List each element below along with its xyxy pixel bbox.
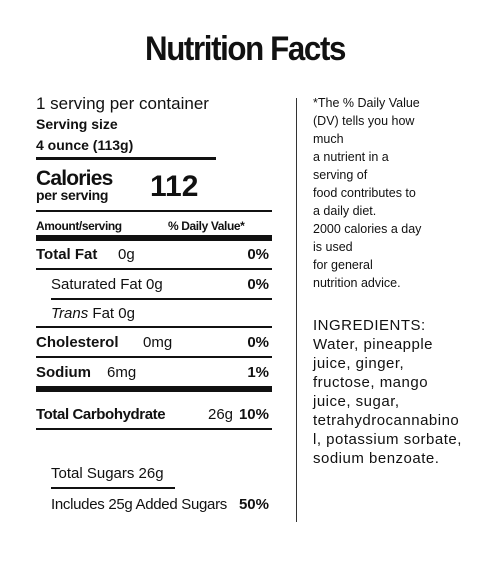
trans-fat-row: Trans Fat 0g bbox=[51, 305, 135, 322]
footnote-line: *The % Daily Value bbox=[313, 96, 420, 110]
calories-label: Calories bbox=[36, 167, 113, 190]
ingredients-line: l, potassium sorbate, bbox=[313, 431, 462, 448]
thick-divider-top bbox=[36, 157, 216, 160]
total-fat-amount: 0g bbox=[118, 246, 135, 263]
divider-calories bbox=[36, 210, 272, 212]
cholesterol-dv: 0% bbox=[247, 334, 269, 351]
divider bbox=[36, 428, 272, 430]
divider bbox=[36, 356, 272, 358]
divider bbox=[36, 268, 272, 270]
serving-size-value: 4 ounce (113g) bbox=[36, 137, 134, 153]
total-carb-amount: 26g bbox=[208, 406, 234, 423]
column-separator bbox=[296, 98, 297, 522]
sodium-label: Sodium bbox=[36, 364, 91, 381]
calories-sublabel: per serving bbox=[36, 187, 109, 203]
trans-fat-italic: Trans bbox=[51, 305, 89, 322]
footnote-line: much bbox=[313, 132, 344, 146]
ingredients-heading: INGREDIENTS: bbox=[313, 317, 426, 334]
total-fat-dv: 0% bbox=[247, 246, 269, 263]
footnote-line: a daily diet. bbox=[313, 204, 377, 218]
ingredients-line: tetrahydrocannabino bbox=[313, 412, 460, 429]
divider bbox=[51, 298, 272, 300]
total-carb-label: Total Carbohydrate bbox=[36, 406, 166, 423]
serving-size-label: Serving size bbox=[36, 116, 118, 132]
calories-value: 112 bbox=[150, 170, 199, 203]
divider bbox=[51, 487, 175, 489]
footnote-line: for general bbox=[313, 258, 373, 272]
ingredients-line: juice, sugar, bbox=[313, 393, 400, 410]
saturated-fat-label: Saturated Fat 0g bbox=[51, 276, 163, 293]
total-sugars-label: Total Sugars 26g bbox=[51, 465, 164, 482]
cholesterol-label: Cholesterol bbox=[36, 334, 119, 351]
panel-title: Nutrition Facts bbox=[144, 30, 346, 68]
footnote-line: food contributes to bbox=[313, 186, 416, 200]
saturated-fat-dv: 0% bbox=[247, 276, 269, 293]
daily-value-header: % Daily Value* bbox=[168, 219, 245, 233]
divider bbox=[36, 326, 272, 328]
ingredients-line: juice, ginger, bbox=[313, 355, 405, 372]
amount-per-serving-header: Amount/serving bbox=[36, 219, 122, 233]
total-carb-dv: 10% bbox=[238, 406, 269, 423]
added-sugars-dv: 50% bbox=[238, 496, 269, 513]
trans-fat-rest: Fat 0g bbox=[88, 305, 135, 322]
total-fat-label: Total Fat bbox=[36, 246, 98, 263]
ingredients-block: INGREDIENTS: Water, pineapple juice, gin… bbox=[313, 316, 462, 468]
footnote-line: is used bbox=[313, 240, 353, 254]
footnote-line: nutrition advice. bbox=[313, 276, 401, 290]
ingredients-line: sodium benzoate. bbox=[313, 450, 440, 467]
footnote-line: 2000 calories a day bbox=[313, 222, 422, 236]
sodium-dv: 1% bbox=[247, 364, 269, 381]
ingredients-line: fructose, mango bbox=[313, 374, 429, 391]
cholesterol-amount: 0mg bbox=[143, 334, 173, 351]
footnote-line: a nutrient in a bbox=[313, 150, 389, 164]
added-sugars-label: Includes 25g Added Sugars bbox=[51, 496, 227, 513]
footnote-line: (DV) tells you how bbox=[313, 114, 415, 128]
thick-divider bbox=[36, 386, 272, 392]
footnote-line: serving of bbox=[313, 168, 368, 182]
servings-per-container: 1 serving per container bbox=[36, 94, 209, 113]
sodium-amount: 6mg bbox=[107, 364, 137, 381]
ingredients-line: Water, pineapple bbox=[313, 336, 434, 353]
daily-value-footnote: *The % Daily Value (DV) tells you how mu… bbox=[313, 94, 483, 292]
thick-divider-header bbox=[36, 235, 272, 241]
